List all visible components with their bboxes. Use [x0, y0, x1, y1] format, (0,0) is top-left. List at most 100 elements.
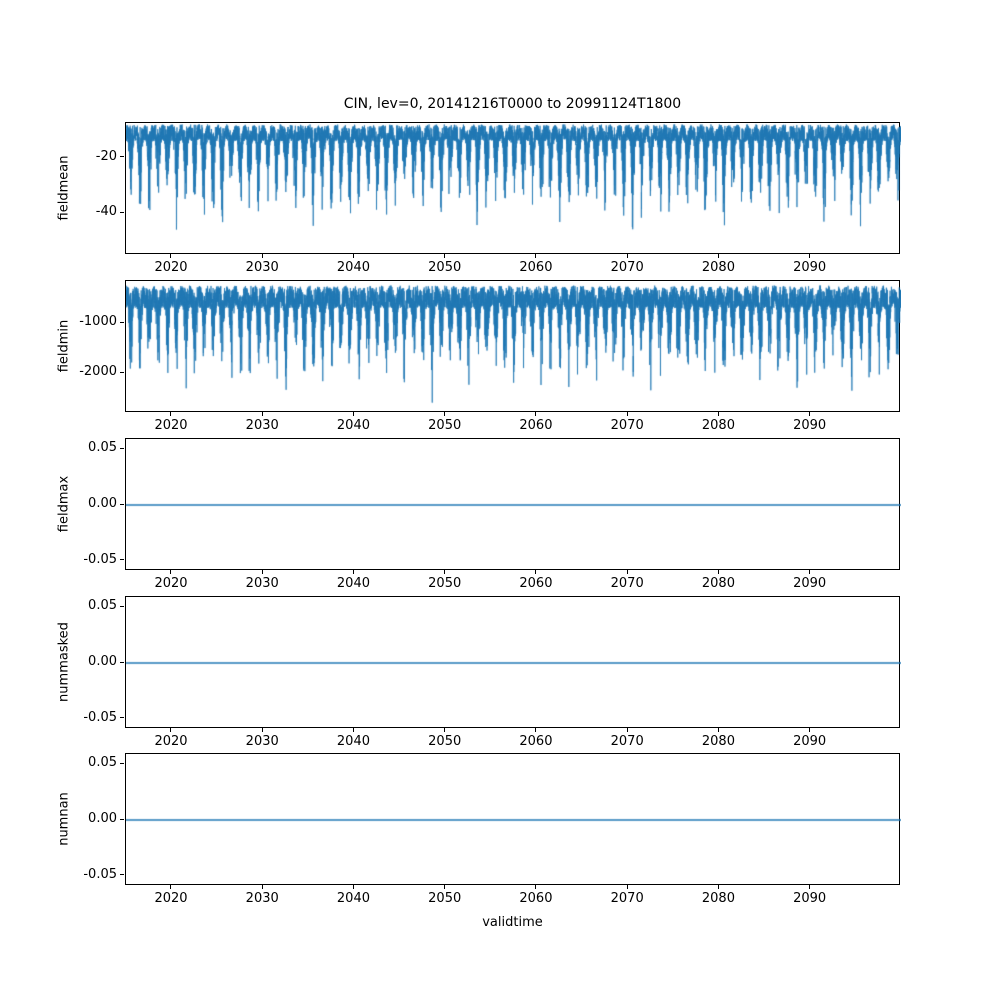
y-tick-mark [120, 156, 124, 158]
x-tick-label: 2090 [793, 260, 827, 275]
y-tick-mark [120, 605, 124, 607]
plot-area-fieldmin [125, 280, 901, 413]
figure-title: CIN, lev=0, 20141216T0000 to 20991124T18… [343, 96, 682, 112]
y-tick-label: -0.05 [83, 551, 117, 567]
y-tick-label: -0.05 [83, 866, 117, 882]
y-tick-mark [120, 559, 124, 561]
x-tick-label: 2060 [519, 891, 553, 906]
x-tick-label: 2080 [701, 576, 735, 591]
x-tick-mark [626, 885, 628, 889]
x-tick-mark [170, 570, 172, 574]
x-tick-mark [717, 728, 719, 732]
y-axis-label-fieldmin: fieldmin [56, 319, 72, 373]
x-tick-mark [170, 885, 172, 889]
x-tick-label: 2020 [154, 891, 188, 906]
x-tick-label: 2080 [701, 891, 735, 906]
x-tick-mark [170, 254, 172, 258]
plot-area-fieldmean [125, 122, 901, 255]
x-tick-label: 2080 [701, 260, 735, 275]
y-axis-label-fieldmax: fieldmax [56, 475, 72, 533]
x-axis-title: validtime [482, 915, 543, 930]
y-tick-label: -20 [95, 148, 117, 164]
x-tick-label: 2020 [154, 734, 188, 749]
x-tick-mark [261, 728, 263, 732]
y-tick-label: -40 [95, 204, 117, 220]
x-tick-label: 2030 [245, 734, 279, 749]
x-tick-mark [444, 885, 446, 889]
x-tick-label: 2050 [428, 576, 462, 591]
x-tick-mark [444, 412, 446, 416]
x-tick-mark [535, 885, 537, 889]
y-tick-mark [120, 661, 124, 663]
x-tick-mark [352, 885, 354, 889]
x-tick-label: 2050 [428, 418, 462, 433]
x-tick-label: 2030 [245, 891, 279, 906]
x-tick-mark [809, 885, 811, 889]
y-tick-label: 0.05 [88, 440, 117, 456]
x-tick-mark [352, 254, 354, 258]
x-tick-label: 2020 [154, 576, 188, 591]
x-tick-label: 2040 [336, 418, 370, 433]
x-tick-mark [444, 728, 446, 732]
x-tick-label: 2030 [245, 418, 279, 433]
y-tick-mark [120, 717, 124, 719]
series-canvas-fieldmean [126, 123, 901, 255]
x-tick-label: 2050 [428, 734, 462, 749]
x-tick-label: 2040 [336, 576, 370, 591]
x-tick-label: 2070 [610, 891, 644, 906]
plot-area-numnan [125, 753, 901, 886]
y-tick-label: 0.05 [88, 598, 117, 614]
x-tick-label: 2060 [519, 734, 553, 749]
x-tick-mark [626, 412, 628, 416]
x-tick-mark [535, 254, 537, 258]
x-tick-mark [352, 728, 354, 732]
y-axis-label-fieldmean: fieldmean [56, 155, 72, 221]
series-canvas-numnan [126, 754, 901, 886]
y-tick-label: 0.00 [88, 496, 117, 511]
x-tick-mark [535, 412, 537, 416]
y-tick-mark [120, 874, 124, 876]
y-tick-label: 0.05 [88, 755, 117, 771]
x-tick-label: 2080 [701, 418, 735, 433]
plot-area-nummasked [125, 596, 901, 729]
y-tick-label: 0.00 [88, 654, 117, 669]
x-tick-mark [626, 570, 628, 574]
x-tick-mark [261, 885, 263, 889]
x-tick-label: 2090 [793, 891, 827, 906]
y-axis-label-numnan: numnan [56, 792, 72, 846]
y-tick-label: 0.00 [88, 811, 117, 826]
x-tick-mark [444, 254, 446, 258]
x-tick-mark [261, 570, 263, 574]
x-tick-label: 2070 [610, 418, 644, 433]
x-tick-label: 2080 [701, 734, 735, 749]
x-tick-mark [809, 570, 811, 574]
plot-area-fieldmax [125, 438, 901, 571]
x-tick-mark [352, 412, 354, 416]
x-tick-label: 2020 [154, 260, 188, 275]
y-tick-mark [120, 371, 124, 373]
x-tick-mark [717, 412, 719, 416]
x-tick-label: 2040 [336, 891, 370, 906]
x-tick-mark [809, 254, 811, 258]
x-tick-mark [170, 412, 172, 416]
x-tick-mark [444, 570, 446, 574]
x-tick-mark [717, 885, 719, 889]
y-tick-label: -2000 [79, 364, 117, 379]
x-tick-mark [261, 412, 263, 416]
x-tick-label: 2040 [336, 260, 370, 275]
x-tick-mark [261, 254, 263, 258]
series-canvas-fieldmax [126, 439, 901, 571]
x-tick-mark [809, 412, 811, 416]
series-canvas-fieldmin [126, 281, 901, 413]
x-tick-label: 2090 [793, 734, 827, 749]
y-tick-mark [120, 321, 124, 323]
x-tick-label: 2060 [519, 418, 553, 433]
x-tick-label: 2060 [519, 260, 553, 275]
x-tick-mark [170, 728, 172, 732]
x-tick-label: 2030 [245, 576, 279, 591]
y-tick-mark [120, 503, 124, 505]
x-tick-label: 2030 [245, 260, 279, 275]
x-tick-mark [535, 570, 537, 574]
x-tick-mark [809, 728, 811, 732]
